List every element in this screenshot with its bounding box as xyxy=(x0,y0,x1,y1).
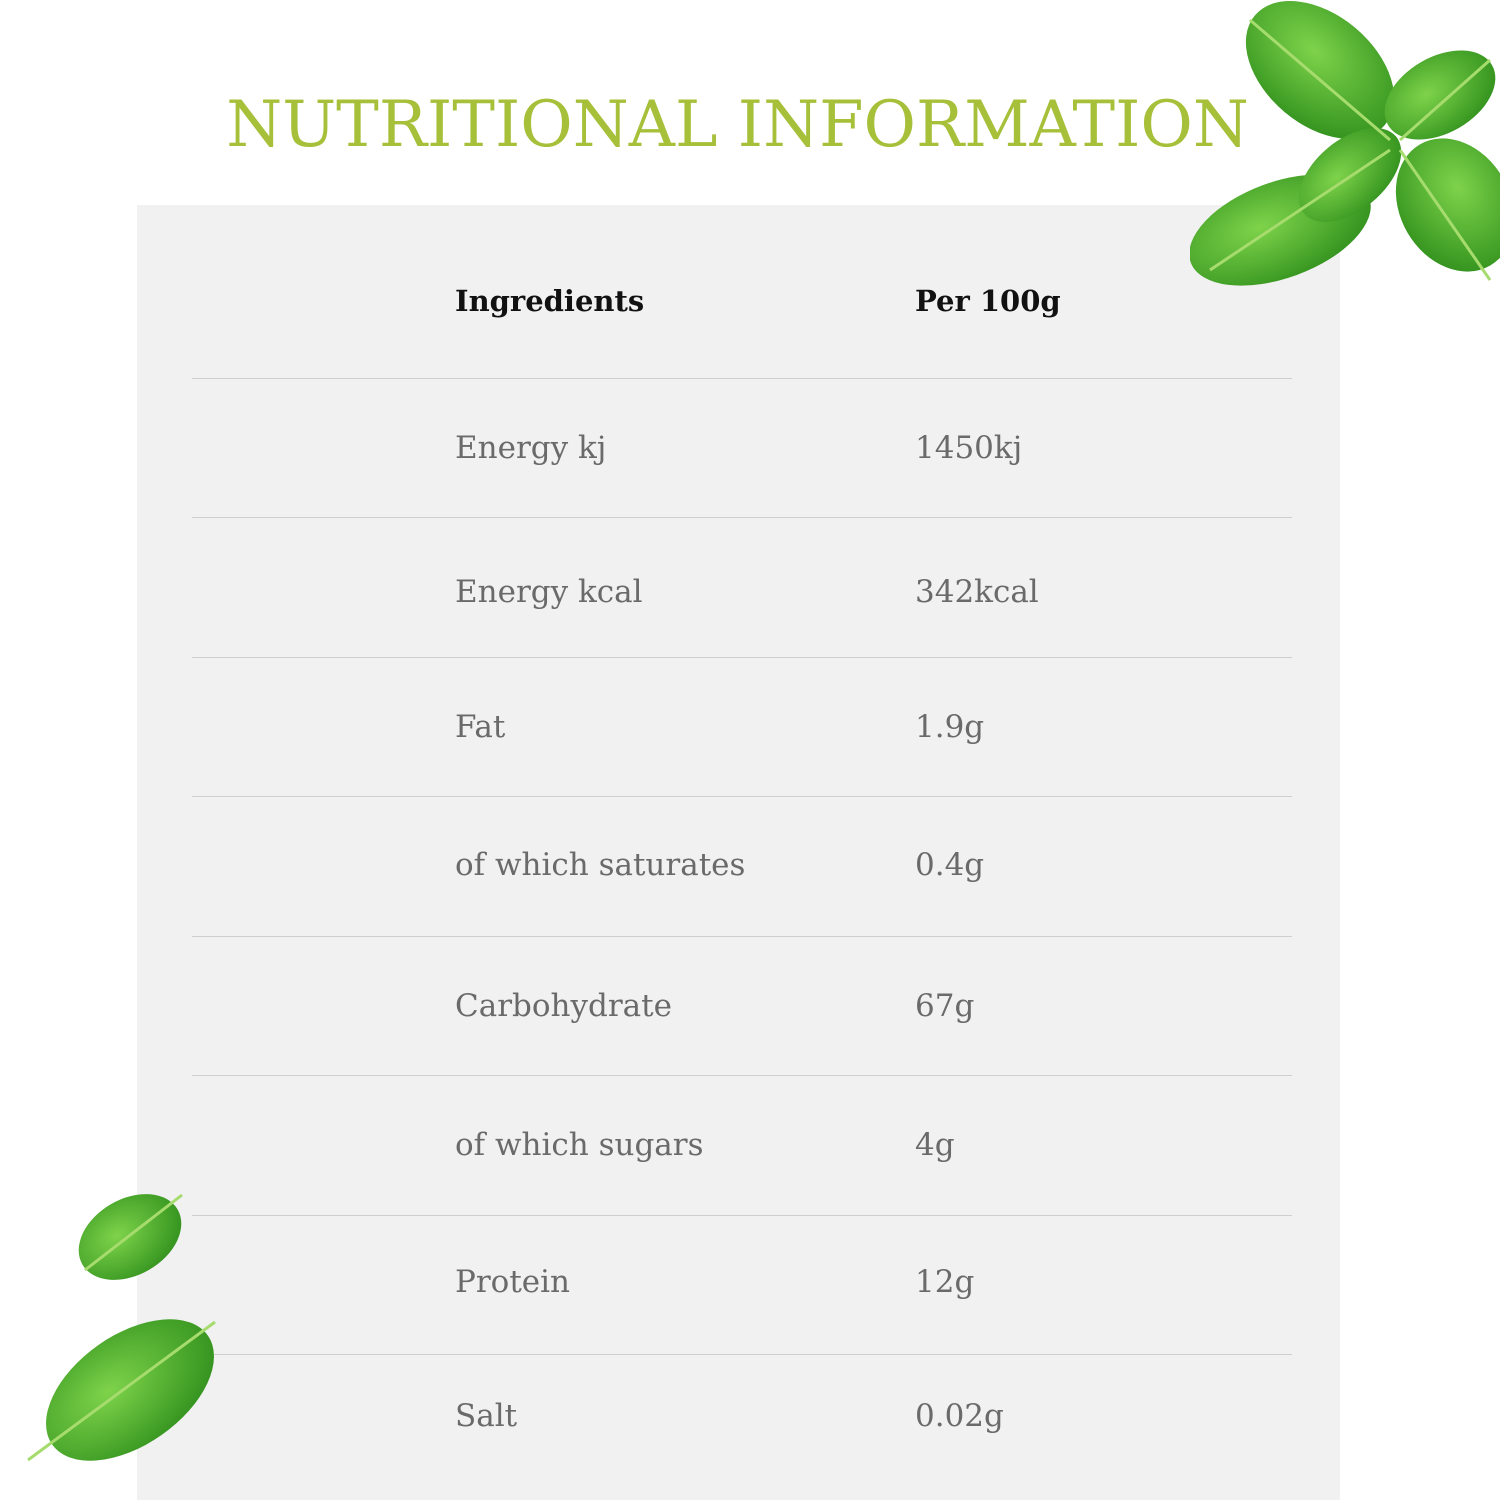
ingredient-name: of which sugars xyxy=(455,1126,704,1163)
header-per-100g: Per 100g xyxy=(915,283,1061,318)
ingredient-value: 12g xyxy=(915,1263,975,1300)
table-row: Carbohydrate 67g xyxy=(192,936,1292,1075)
divider xyxy=(192,1075,1292,1076)
ingredient-value: 67g xyxy=(915,987,975,1024)
ingredient-name: Energy kj xyxy=(455,429,607,466)
divider xyxy=(192,1354,1292,1355)
page-title: NUTRITIONAL INFORMATION xyxy=(226,88,1249,162)
ingredient-name: Carbohydrate xyxy=(455,987,672,1024)
table-row: Salt 0.02g xyxy=(192,1346,1292,1485)
ingredient-value: 4g xyxy=(915,1126,955,1163)
table-row: Protein 12g xyxy=(192,1212,1292,1351)
ingredient-name: Fat xyxy=(455,708,506,745)
ingredient-name: Protein xyxy=(455,1263,571,1300)
table-row: Fat 1.9g xyxy=(192,657,1292,796)
divider xyxy=(192,378,1292,379)
table-row: Energy kj 1450kj xyxy=(192,378,1292,517)
basil-leaf-large-icon xyxy=(27,1319,216,1462)
table-row: of which sugars 4g xyxy=(192,1075,1292,1214)
table-row: of which saturates 0.4g xyxy=(192,795,1292,934)
divider xyxy=(192,936,1292,937)
divider xyxy=(192,657,1292,658)
ingredient-value: 0.4g xyxy=(915,846,985,883)
ingredient-name: Salt xyxy=(455,1397,518,1434)
ingredient-value: 1.9g xyxy=(915,708,985,745)
ingredient-value: 342kcal xyxy=(915,573,1039,610)
table-row: Energy kcal 342kcal xyxy=(192,522,1292,661)
basil-leaf-small-icon xyxy=(78,1193,183,1280)
ingredient-value: 0.02g xyxy=(915,1397,1004,1434)
ingredient-name: of which saturates xyxy=(455,846,746,883)
ingredient-value: 1450kj xyxy=(915,429,1023,466)
divider xyxy=(192,1215,1292,1216)
basil-leaves-top-right-icon xyxy=(1190,1,1500,286)
header-ingredients: Ingredients xyxy=(455,283,645,318)
divider xyxy=(192,796,1292,797)
nutrition-table: Ingredients Per 100g Energy kj 1450kj En… xyxy=(137,205,1340,1500)
divider xyxy=(192,517,1292,518)
table-header: Ingredients Per 100g xyxy=(192,231,1292,370)
ingredient-name: Energy kcal xyxy=(455,573,643,610)
